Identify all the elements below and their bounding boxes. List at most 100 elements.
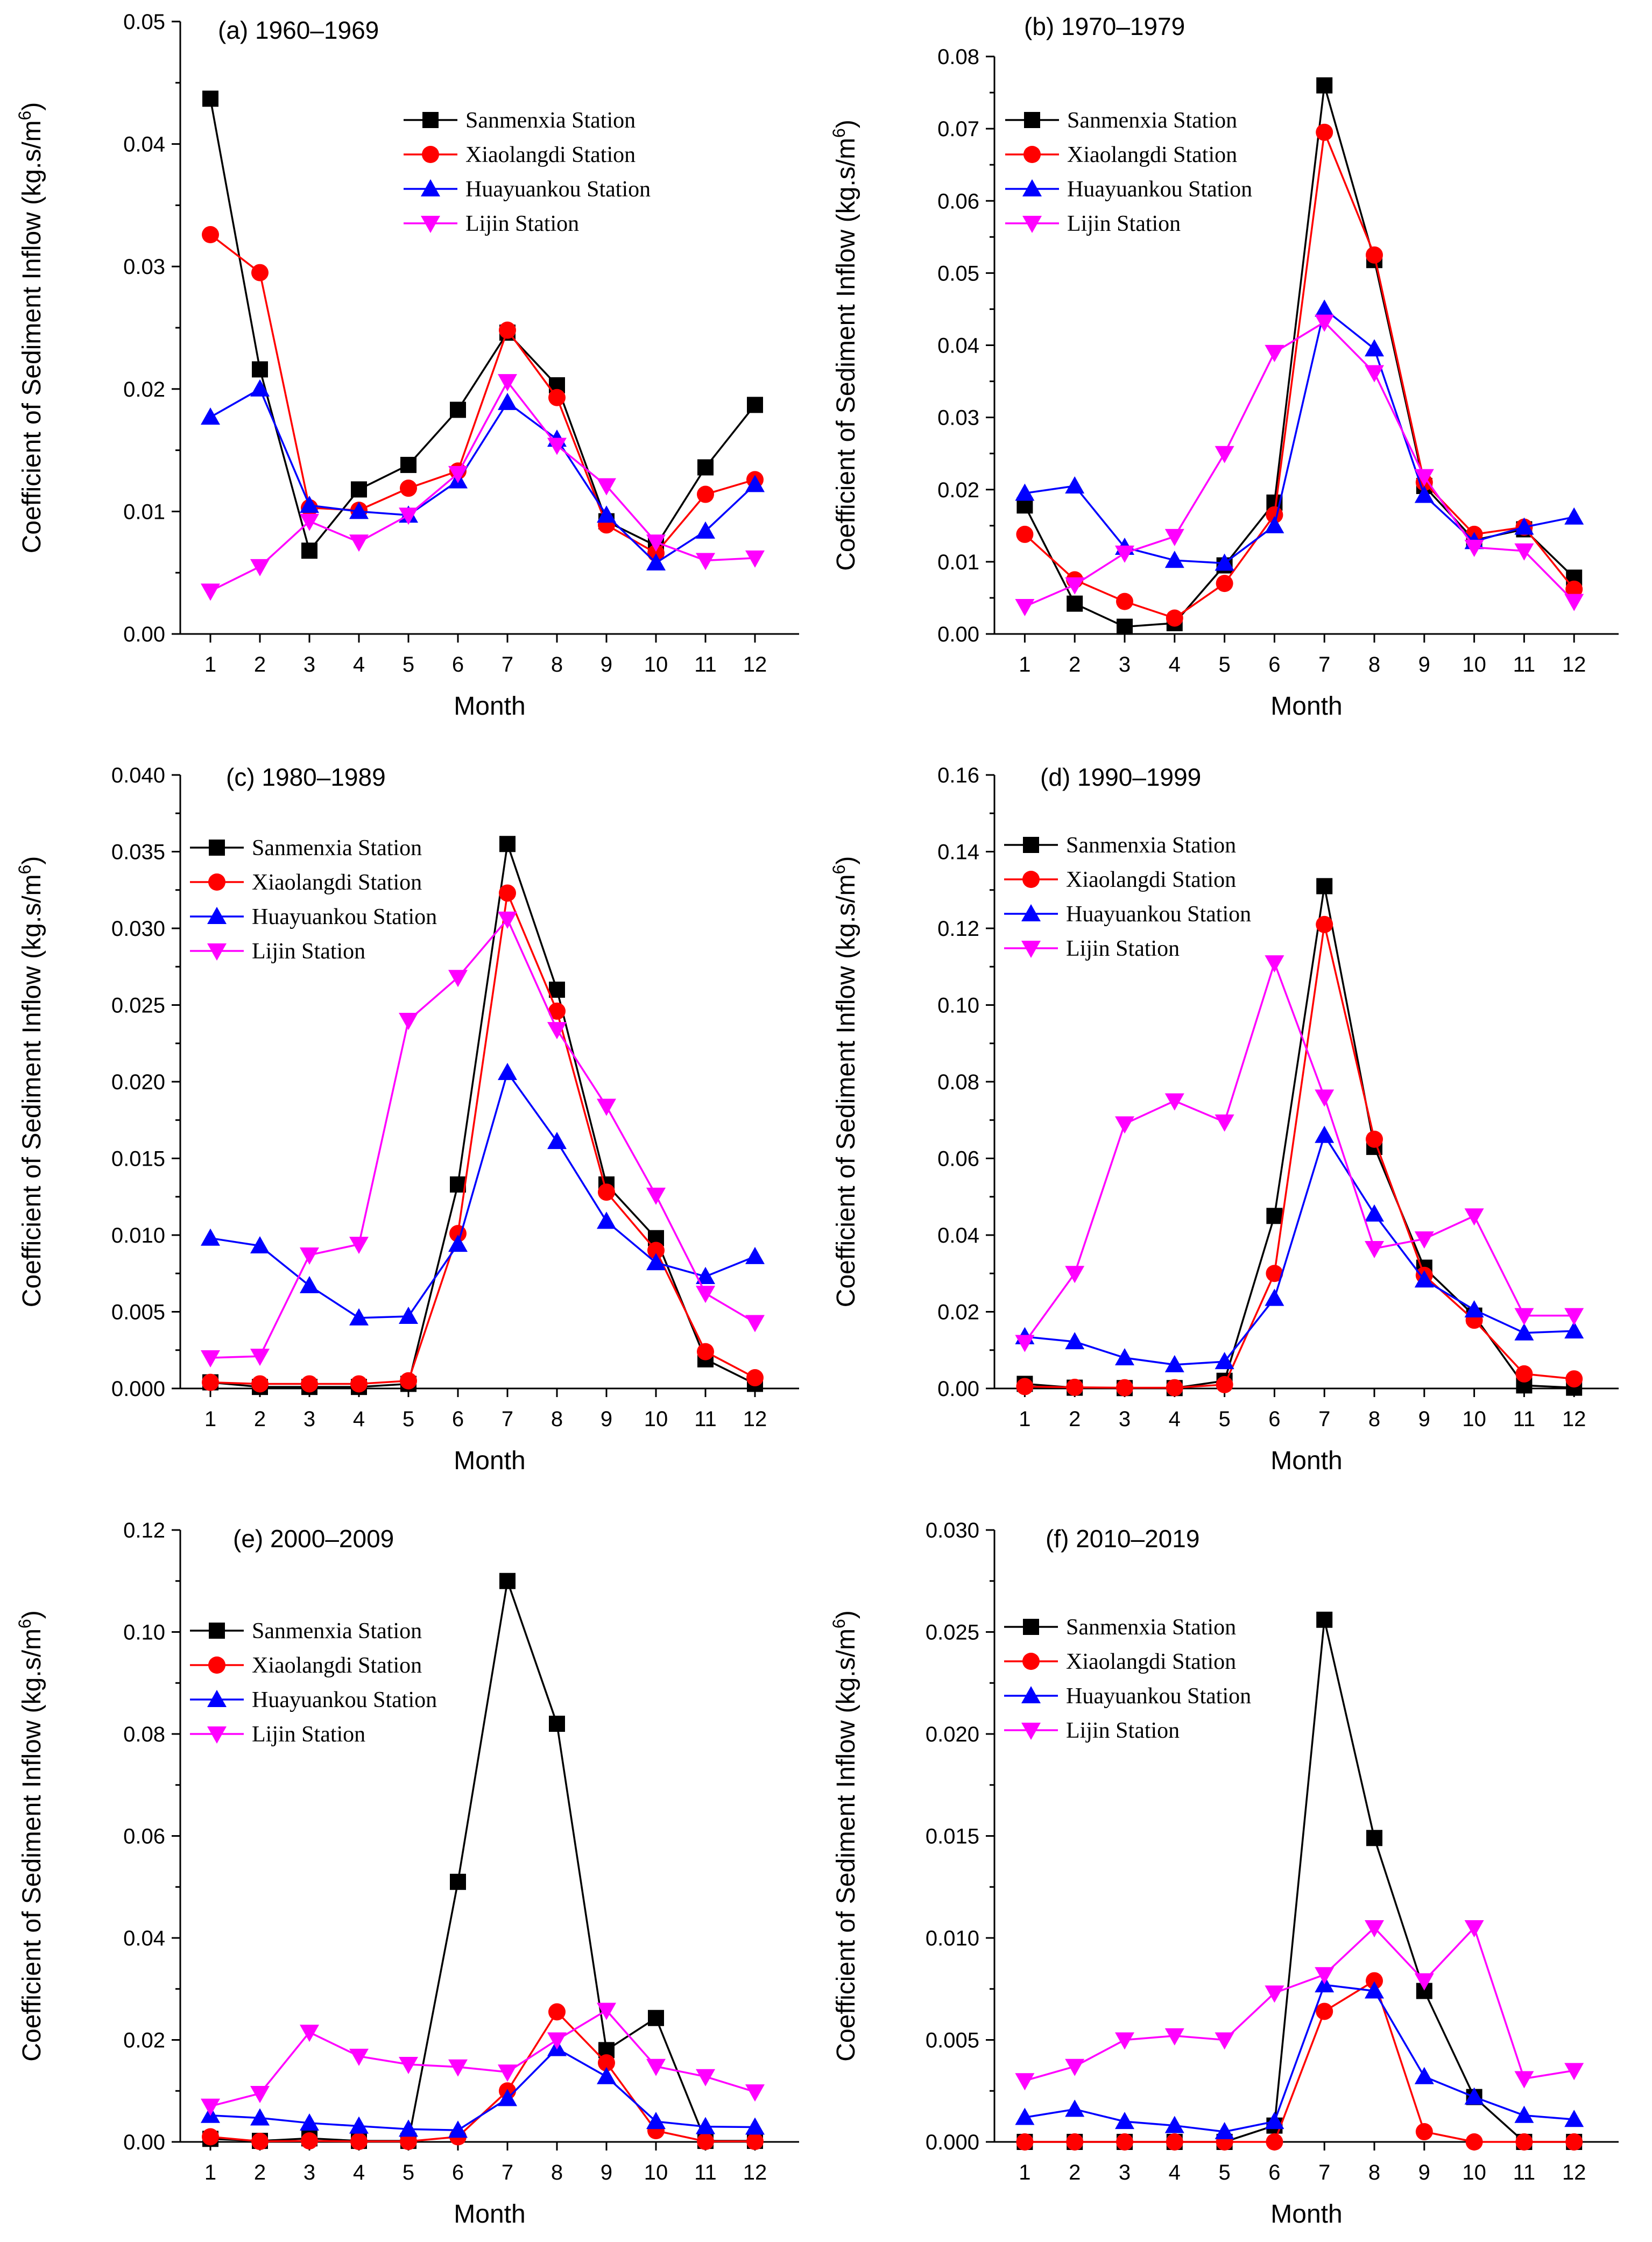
data-point — [1116, 1379, 1133, 1397]
x-tick-label: 10 — [644, 2161, 668, 2184]
data-point — [1365, 1240, 1384, 1258]
data-point — [1115, 2112, 1134, 2130]
x-tick-label: 10 — [1462, 2161, 1486, 2184]
data-point — [1514, 543, 1534, 561]
y-tick-label: 0.030 — [111, 917, 165, 941]
data-point — [1316, 2003, 1333, 2020]
x-tick-label: 7 — [1318, 1407, 1330, 1431]
x-tick-label: 9 — [1418, 653, 1430, 676]
y-tick-label: 0.010 — [111, 1224, 165, 1247]
x-axis-title: Month — [1270, 1447, 1342, 1475]
data-point — [696, 2069, 715, 2086]
x-tick-label: 1 — [204, 2161, 216, 2184]
data-point — [1066, 1378, 1084, 1396]
data-point — [450, 1873, 466, 1890]
x-axis-title: Month — [454, 1447, 525, 1475]
y-tick-label: 0.025 — [926, 1621, 979, 1645]
data-point — [201, 583, 220, 601]
data-point — [349, 2048, 369, 2066]
data-point — [1315, 1967, 1335, 1985]
data-point — [1514, 2071, 1534, 2089]
y-tick-label: 0.00 — [123, 2131, 165, 2154]
data-point — [450, 1176, 466, 1193]
x-tick-label: 11 — [1513, 2161, 1536, 2184]
data-point — [448, 970, 468, 988]
data-point — [1316, 123, 1333, 141]
data-point — [547, 1022, 567, 1040]
data-point — [1115, 2032, 1134, 2050]
data-point — [1065, 1266, 1085, 1284]
data-point — [251, 1375, 269, 1393]
legend-marker — [421, 179, 440, 196]
x-tick-label: 2 — [254, 653, 266, 676]
x-tick-label: 11 — [694, 2161, 717, 2184]
legend-marker — [422, 146, 439, 163]
data-point — [1316, 77, 1333, 94]
y-tick-label: 0.04 — [123, 1927, 165, 1950]
data-point — [400, 1372, 417, 1390]
x-tick-label: 2 — [1069, 1407, 1081, 1431]
x-tick-label: 2 — [254, 2161, 266, 2184]
legend-label: Sanmenxia Station — [252, 836, 422, 861]
data-point — [399, 1013, 418, 1030]
x-tick-label: 8 — [1368, 1407, 1380, 1431]
data-point — [1565, 580, 1583, 598]
chart-panel-4: 0.000.020.040.060.080.100.120.140.161 2 3 4… — [829, 763, 1619, 1475]
y-tick-label: 0.16 — [937, 764, 979, 787]
y-tick-label: 0.06 — [937, 1147, 979, 1171]
x-axis-title: Month — [1270, 2200, 1342, 2229]
y-tick-label: 0.00 — [123, 623, 165, 646]
y-tick-label: 0.05 — [937, 262, 979, 285]
data-point — [697, 485, 714, 503]
series-line — [209, 98, 756, 553]
data-point — [498, 374, 517, 392]
data-point — [697, 459, 714, 476]
legend-marker — [1022, 871, 1040, 888]
x-tick-label: 11 — [1513, 1407, 1536, 1431]
x-tick-label: 3 — [303, 653, 315, 676]
data-point — [1315, 299, 1335, 317]
data-point — [648, 2010, 664, 2026]
data-point — [499, 836, 516, 852]
data-point — [499, 321, 516, 339]
data-point — [1514, 1323, 1534, 1341]
y-tick-label: 0.06 — [937, 189, 979, 213]
data-point — [250, 379, 270, 397]
y-tick-label: 0.020 — [926, 1723, 979, 1746]
data-point — [201, 2098, 220, 2116]
x-tick-label: 10 — [644, 1407, 668, 1431]
data-point — [598, 1183, 615, 1201]
data-point — [1414, 1270, 1434, 1288]
x-tick-label: 5 — [1218, 1407, 1230, 1431]
data-point — [1414, 469, 1434, 487]
data-point — [1414, 1231, 1434, 1249]
y-tick-label: 0.03 — [937, 406, 979, 430]
data-point — [1016, 525, 1034, 543]
y-tick-label: 0.015 — [926, 1825, 979, 1849]
y-tick-label: 0.06 — [123, 1825, 165, 1849]
legend-marker — [207, 1726, 227, 1744]
x-tick-label: 4 — [1169, 2161, 1181, 2184]
data-point — [399, 2056, 418, 2074]
data-point — [1215, 446, 1234, 463]
panel-title: (e) 2000–2009 — [233, 1525, 394, 1553]
data-point — [251, 2133, 269, 2151]
data-point — [1565, 2133, 1583, 2151]
legend-marker — [1023, 146, 1041, 163]
x-tick-label: 10 — [1462, 653, 1486, 676]
y-tick-label: 0.030 — [926, 1519, 979, 1542]
y-tick-label: 0.01 — [123, 500, 165, 524]
data-point — [300, 1276, 319, 1294]
x-tick-label: 3 — [1119, 653, 1131, 676]
data-point — [547, 2032, 567, 2050]
data-point — [696, 1266, 715, 1284]
series-line — [210, 387, 756, 565]
x-axis-title: Month — [454, 2200, 525, 2229]
data-point — [597, 1211, 616, 1229]
x-tick-label: 7 — [1318, 653, 1330, 676]
data-point — [745, 2117, 765, 2135]
data-point — [201, 1350, 220, 1367]
x-tick-label: 4 — [353, 1407, 365, 1431]
data-point — [499, 1573, 516, 1589]
x-tick-label: 8 — [1368, 2161, 1380, 2184]
